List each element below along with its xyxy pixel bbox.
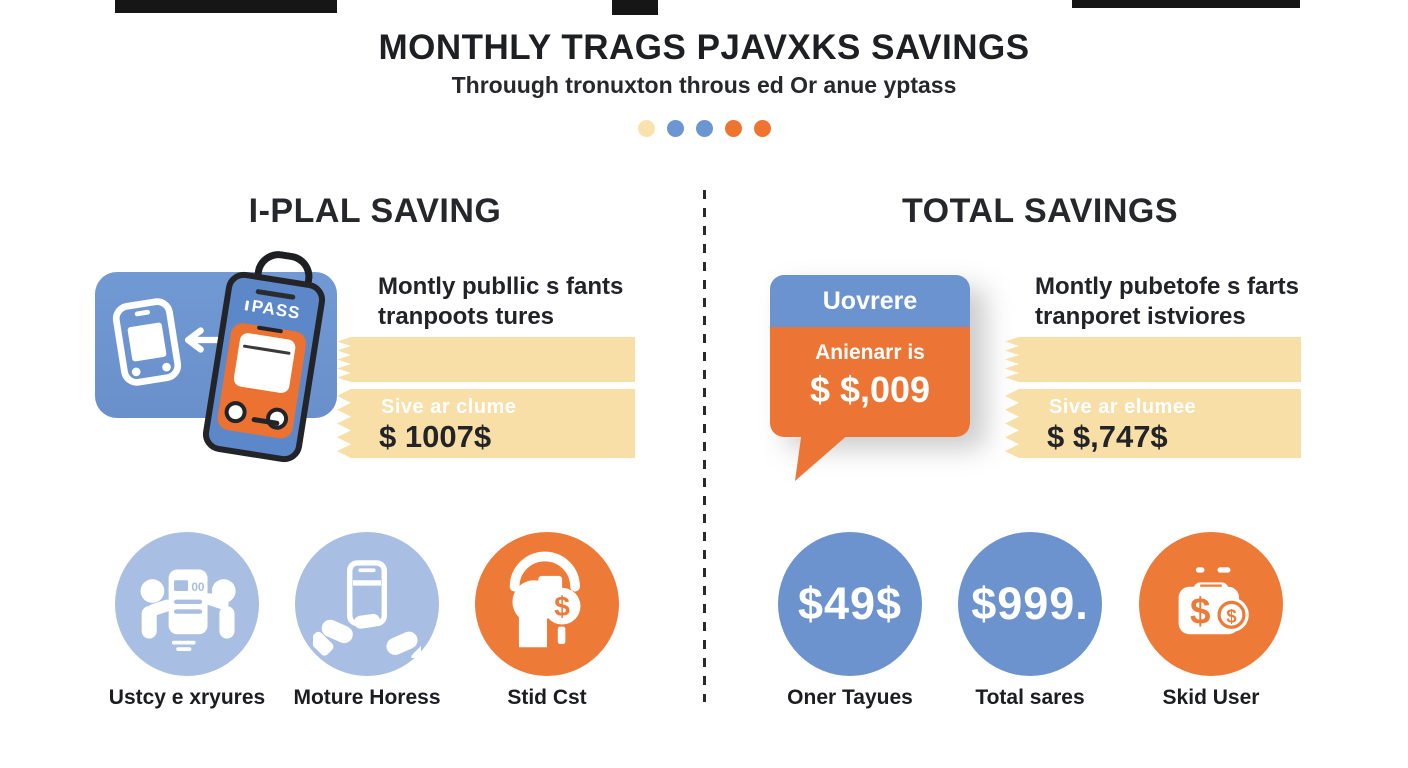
- pass-tick-mark: [245, 300, 250, 311]
- left-description-line2: tranpoots tures: [378, 303, 555, 330]
- savings-speech-bubble: Uovrere Anienarr is $ $,009: [770, 275, 970, 437]
- dot-blue: [666, 120, 684, 137]
- bubble-body: Anienarr is $ $,009: [770, 327, 970, 437]
- top-crop-bar-left: [115, 0, 337, 13]
- stat-circle-users: 00: [115, 532, 259, 676]
- left-banner-caption: Sive ar clume: [381, 396, 517, 418]
- top-crop-bar-center: [612, 0, 658, 15]
- right-banner-bottom-stripe: Sive ar elumee $ $,747$: [1005, 389, 1301, 458]
- left-description-line1: Montly publlic s fants: [378, 273, 624, 300]
- right-banner-top-stripe: [1005, 337, 1301, 382]
- bus-icon: [215, 321, 308, 441]
- bubble-tail: [795, 433, 850, 481]
- bag-dollar-text: $: [1190, 590, 1210, 631]
- coin-dollar-text: $: [554, 591, 570, 622]
- right-banner-caption: Sive ar elumee: [1049, 396, 1197, 418]
- stat-label: Ustcy e xryures: [108, 686, 266, 709]
- fare-value: $49$: [797, 578, 903, 629]
- bus-windshield: [232, 332, 297, 395]
- bubble-amount: $ $,009: [809, 369, 931, 410]
- stat-circle-total: $999.: [958, 532, 1102, 676]
- stat-label: Total sares: [975, 686, 1085, 709]
- left-column-heading: I-PLAL SAVING: [248, 192, 502, 230]
- dot-orange: [753, 120, 771, 137]
- total-value: $999.: [971, 578, 1089, 629]
- right-column-heading: TOTAL SAVINGS: [901, 192, 1178, 230]
- people-ticket-icon: 00: [140, 569, 236, 651]
- stat-label: Oner Tayues: [787, 686, 913, 709]
- dot-row: [0, 120, 1408, 137]
- phone-icon: [101, 288, 193, 395]
- coin-text: $: [1226, 605, 1236, 626]
- left-banner-top-stripe: [337, 337, 635, 382]
- stat-label: Skid User: [1162, 686, 1260, 709]
- right-banner-amount: $ $,747$: [1047, 419, 1168, 454]
- stat-circle-cost: $: [475, 532, 619, 676]
- stat-circle-fare: $49$: [778, 532, 922, 676]
- bubble-caption: Anienarr is: [815, 341, 925, 364]
- dot-cream: [637, 120, 655, 137]
- pass-label: PASS: [228, 293, 318, 327]
- bus-roof-line: [256, 325, 284, 334]
- dashed-divider: [703, 190, 706, 702]
- head-dollar-icon: $: [509, 551, 581, 648]
- right-description-line2: tranporet istviores: [1035, 303, 1246, 330]
- stat-circle-mobile: [295, 532, 439, 676]
- ticket-icon-text: 00: [191, 580, 205, 594]
- dot-orange: [724, 120, 742, 137]
- page-subtitle: Throuugh tronuxton throus ed Or anue ypt…: [451, 72, 957, 98]
- left-banner-bottom-stripe: Sive ar clume $ 1007$: [337, 389, 635, 458]
- stat-label: Moture Horess: [293, 686, 441, 709]
- hands-phone-icon: [313, 560, 421, 658]
- money-bag-icon: $ $: [1178, 567, 1249, 635]
- dot-blue: [695, 120, 713, 137]
- pass-label-text: PASS: [250, 296, 302, 323]
- bus-headlight-left: [223, 399, 249, 425]
- left-description: Montly publlic s fants tranpoots tures: [378, 272, 678, 332]
- right-description-line1: Montly pubetofe s farts: [1035, 273, 1300, 300]
- page-title: MONTHLY TRAGS PJAVXKS SAVINGS: [378, 28, 1030, 67]
- right-description: Montly pubetofe s farts tranporet istvio…: [1035, 272, 1335, 332]
- top-crop-bar-right: [1072, 0, 1300, 8]
- left-banner-amount: $ 1007$: [379, 419, 492, 454]
- bubble-title: Uovrere: [770, 275, 970, 327]
- stat-label: Stid Cst: [507, 686, 587, 709]
- stat-circle-user: $ $: [1139, 532, 1283, 676]
